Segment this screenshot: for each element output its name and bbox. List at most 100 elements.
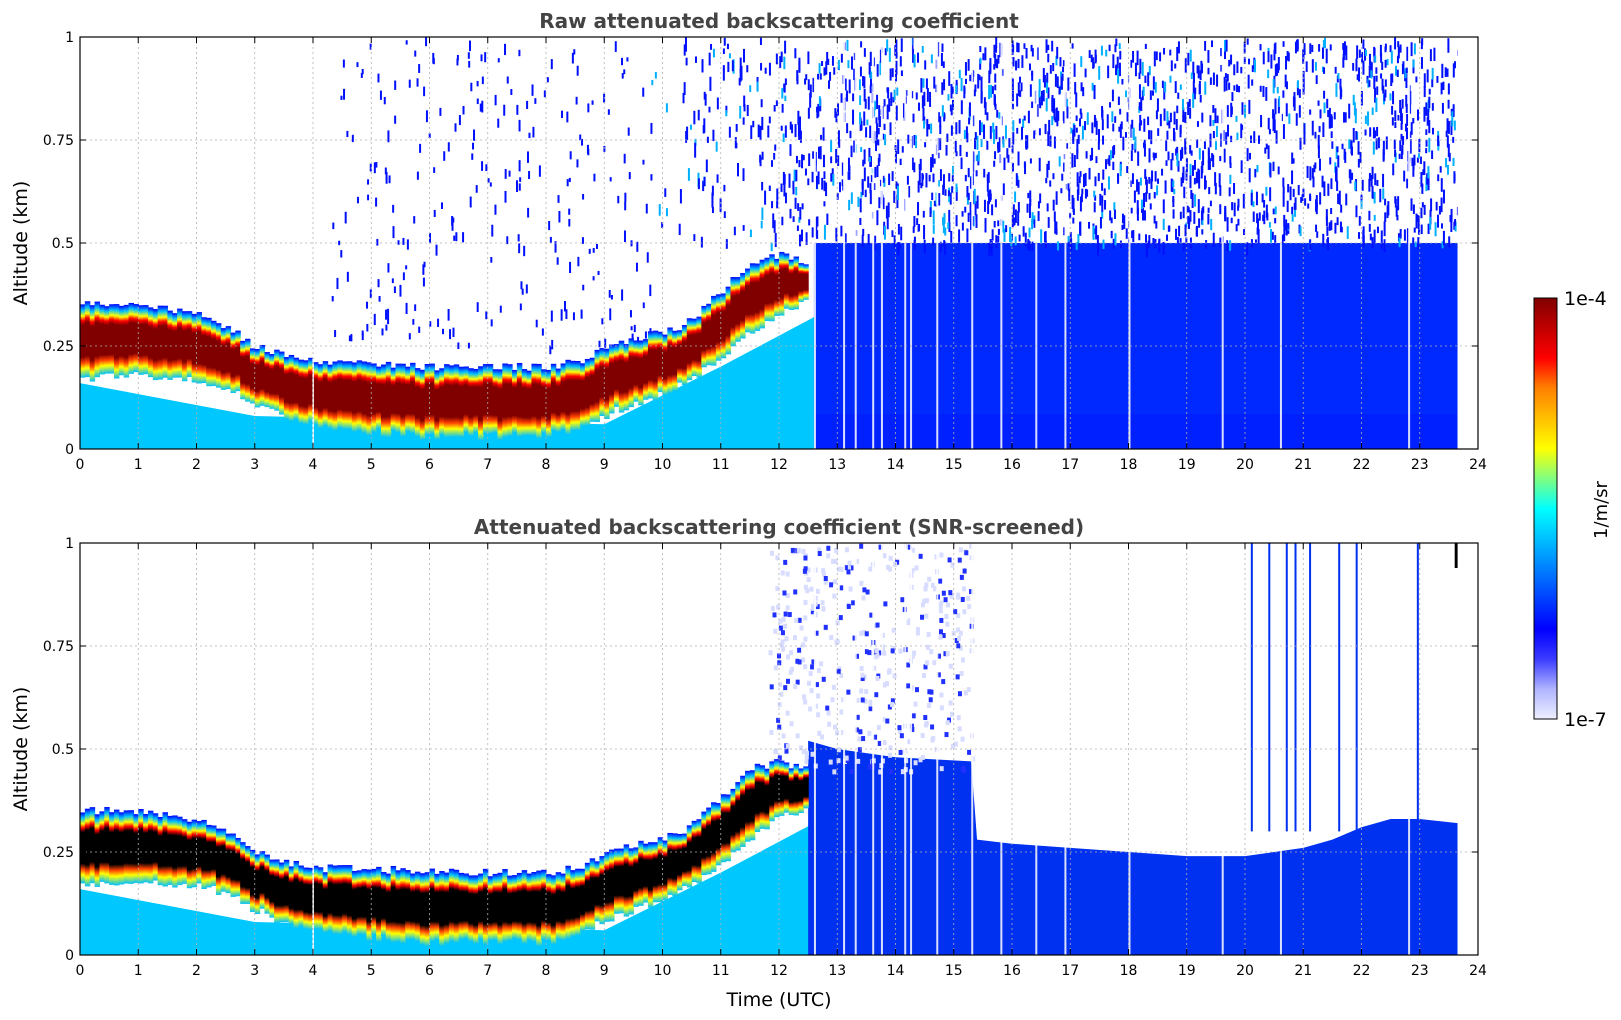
noise-speckle xyxy=(795,155,798,164)
screened-speckle xyxy=(864,649,869,655)
noise-speckle xyxy=(1054,221,1057,234)
layer-column xyxy=(113,304,120,379)
noise-speckle xyxy=(1171,152,1174,161)
layer-column xyxy=(147,307,154,378)
noise-speckle xyxy=(1097,242,1100,256)
noise-speckle xyxy=(1315,199,1318,212)
y-tick-label: 0.75 xyxy=(43,639,74,655)
noise-speckle xyxy=(875,131,878,145)
layer-column xyxy=(749,263,756,334)
noise-speckle xyxy=(1212,119,1215,126)
screened-speckle xyxy=(913,760,918,766)
noise-speckle xyxy=(869,183,872,194)
screened-speckle xyxy=(803,699,808,705)
noise-speckle xyxy=(1193,89,1196,100)
layer-column xyxy=(647,842,654,908)
layer-column xyxy=(745,770,751,842)
noise-speckle xyxy=(868,147,871,162)
noise-speckle xyxy=(1368,223,1371,232)
noise-speckle xyxy=(1233,64,1236,76)
noise-speckle xyxy=(947,190,950,197)
noise-speckle xyxy=(470,82,473,92)
noise-speckle xyxy=(1298,224,1301,234)
noise-speckle xyxy=(775,53,778,65)
noise-speckle xyxy=(939,116,942,128)
noise-speckle xyxy=(1237,218,1240,226)
noise-speckle xyxy=(1293,92,1296,102)
noise-speckle xyxy=(1153,51,1156,67)
screened-speckle xyxy=(789,666,794,672)
screened-speckle xyxy=(781,617,786,623)
noise-speckle xyxy=(761,181,764,191)
noise-speckle xyxy=(1368,173,1371,181)
noise-speckle xyxy=(993,64,996,70)
noise-speckle xyxy=(955,85,958,94)
noise-speckle xyxy=(1226,105,1229,117)
screened-speckle xyxy=(794,548,799,554)
noise-speckle xyxy=(1315,224,1318,232)
noise-speckle xyxy=(1335,166,1338,182)
screened-speckle xyxy=(912,650,917,656)
noise-speckle xyxy=(773,105,776,112)
noise-speckle xyxy=(377,73,380,83)
noise-speckle xyxy=(1023,161,1026,168)
noise-speckle xyxy=(1210,218,1213,231)
layer-column xyxy=(677,834,683,891)
noise-speckle xyxy=(857,196,860,207)
noise-speckle xyxy=(874,100,877,111)
layer-column xyxy=(181,819,188,884)
noise-speckle xyxy=(1267,51,1270,63)
noise-speckle xyxy=(967,192,970,201)
noise-speckle xyxy=(405,265,408,270)
noise-speckle xyxy=(852,109,855,125)
noise-speckle xyxy=(811,171,814,183)
noise-speckle xyxy=(1174,81,1177,94)
noise-speckle xyxy=(1155,110,1158,120)
noise-speckle xyxy=(1376,126,1379,137)
noise-speckle xyxy=(1123,215,1126,229)
noise-speckle xyxy=(825,61,828,75)
noise-speckle xyxy=(837,130,840,145)
noise-speckle xyxy=(1364,115,1367,125)
noise-speckle xyxy=(886,216,889,230)
noise-speckle xyxy=(1230,54,1233,65)
noise-speckle xyxy=(1327,109,1330,118)
screened-speckle xyxy=(839,673,844,679)
noise-speckle xyxy=(868,156,871,163)
screened-speckle xyxy=(900,769,905,775)
noise-speckle xyxy=(1410,198,1413,211)
noise-speckle xyxy=(1094,118,1097,124)
screened-speckle xyxy=(888,745,893,751)
noise-speckle xyxy=(987,190,990,197)
noise-speckle xyxy=(1357,232,1360,239)
noise-speckle xyxy=(425,37,428,47)
layer-column xyxy=(783,762,790,813)
noise-speckle xyxy=(1298,105,1301,118)
noise-speckle xyxy=(1148,148,1151,161)
noise-speckle xyxy=(1335,83,1338,97)
noise-speckle xyxy=(458,115,461,126)
noise-speckle xyxy=(1270,54,1273,69)
layer-column xyxy=(507,875,513,941)
noise-speckle xyxy=(1242,193,1245,209)
noise-speckle xyxy=(1228,82,1231,90)
noise-speckle xyxy=(1163,108,1166,121)
noise-speckle xyxy=(685,57,688,66)
noise-speckle xyxy=(737,162,740,177)
noise-speckle xyxy=(1427,179,1430,191)
noise-speckle xyxy=(1423,161,1426,175)
noise-speckle xyxy=(869,125,872,139)
noise-speckle xyxy=(1400,113,1403,124)
noise-speckle xyxy=(1405,103,1408,113)
noise-speckle xyxy=(770,160,773,167)
noise-speckle xyxy=(528,132,531,139)
noise-speckle xyxy=(1406,178,1409,189)
noise-speckle xyxy=(1352,127,1355,143)
noise-speckle xyxy=(923,239,926,254)
noise-speckle xyxy=(1125,228,1128,239)
data-gap xyxy=(843,543,846,955)
noise-speckle xyxy=(1066,143,1069,149)
noise-speckle xyxy=(1142,86,1145,96)
layer-column xyxy=(414,871,421,942)
noise-speckle xyxy=(546,77,549,83)
